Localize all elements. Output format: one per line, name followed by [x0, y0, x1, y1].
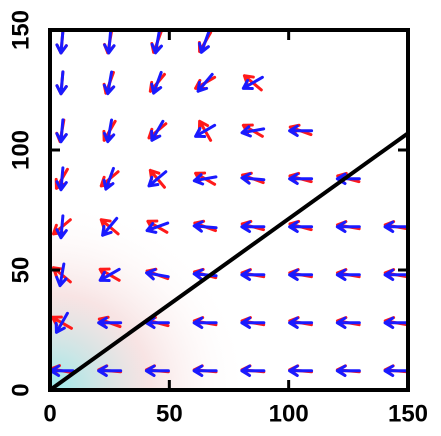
y-tick-label: 150 — [7, 10, 34, 50]
arrow — [102, 70, 116, 96]
arrow — [150, 70, 163, 95]
arrow — [288, 124, 314, 138]
arrow — [240, 316, 266, 330]
arrow — [102, 118, 116, 144]
x-tick-label: 100 — [269, 400, 309, 427]
arrow — [198, 30, 211, 54]
arrow — [54, 311, 69, 334]
arrow — [55, 70, 68, 96]
arrow — [335, 364, 361, 378]
arrow — [196, 72, 214, 93]
arrow — [98, 267, 121, 283]
arrow — [288, 316, 314, 330]
arrow — [97, 316, 123, 330]
arrow — [383, 364, 409, 378]
arrow — [147, 170, 168, 188]
x-tick-label: 0 — [43, 400, 56, 427]
arrow — [240, 364, 266, 378]
arrow — [192, 364, 218, 378]
arrow — [103, 29, 116, 55]
arrow — [383, 220, 409, 234]
x-tick-label: 50 — [156, 400, 183, 427]
arrow — [383, 316, 409, 330]
arrow — [145, 221, 170, 234]
arrow — [55, 262, 68, 288]
arrow — [288, 268, 314, 282]
arrow — [102, 166, 115, 191]
arrow — [335, 268, 361, 282]
y-tick-label: 100 — [7, 130, 34, 170]
arrow — [288, 220, 314, 234]
x-tick-label: 150 — [388, 400, 428, 427]
arrow — [240, 220, 266, 234]
arrow — [101, 216, 119, 237]
arrow — [335, 220, 361, 234]
arrow — [335, 316, 361, 330]
arrow — [150, 29, 163, 55]
y-tick-label: 50 — [7, 257, 34, 284]
arrow — [192, 173, 218, 186]
arrow — [150, 119, 165, 142]
arrow — [288, 364, 314, 378]
plot-frame — [48, 28, 410, 392]
arrow — [194, 123, 217, 139]
arrow — [288, 172, 314, 186]
arrow — [192, 316, 218, 330]
arrow — [240, 125, 266, 138]
arrow — [240, 172, 266, 185]
arrow — [55, 118, 68, 144]
arrow — [97, 364, 123, 378]
arrow — [240, 268, 266, 282]
arrow — [55, 29, 68, 55]
arrow — [192, 220, 218, 233]
arrow — [55, 166, 68, 192]
arrow — [145, 268, 170, 281]
arrow — [144, 364, 170, 378]
arrow — [55, 214, 68, 240]
reference-line — [48, 131, 410, 392]
y-tick-label: 0 — [7, 383, 34, 396]
arrow — [241, 75, 264, 91]
arrow — [383, 268, 409, 282]
